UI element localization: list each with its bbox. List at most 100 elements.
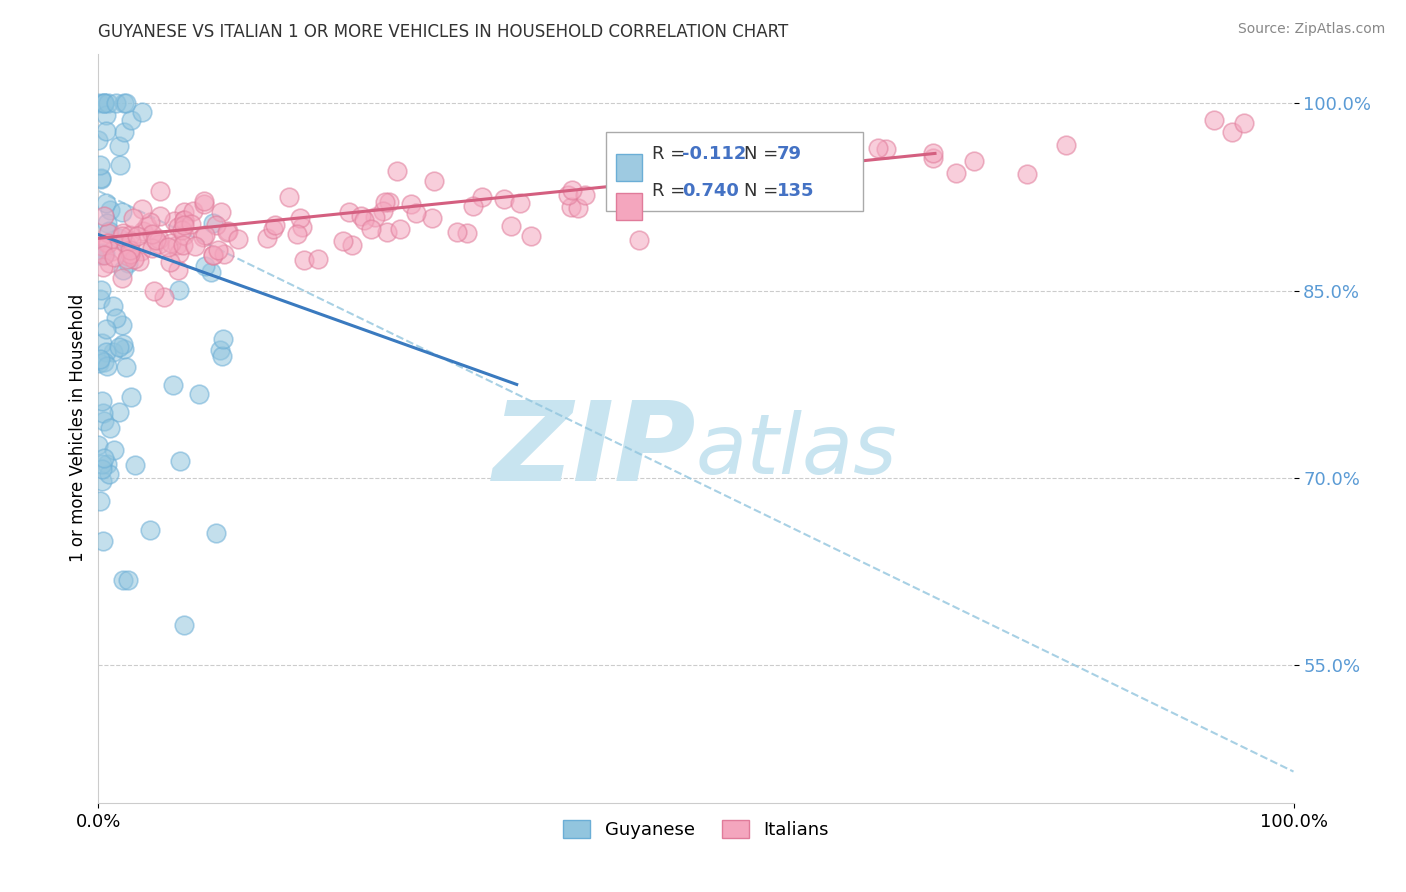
- Point: [173, 218, 195, 232]
- Point: [557, 187, 579, 202]
- Text: Source: ZipAtlas.com: Source: ZipAtlas.com: [1237, 22, 1385, 37]
- Text: 79: 79: [778, 145, 803, 163]
- Point: [389, 221, 412, 235]
- Point: [94, 246, 117, 260]
- Point: [108, 231, 131, 245]
- Point: [307, 252, 329, 266]
- Point: [921, 145, 943, 160]
- Point: [420, 211, 443, 225]
- Point: [166, 237, 188, 252]
- Point: [214, 247, 236, 261]
- Point: [87, 356, 110, 370]
- Point: [120, 234, 142, 248]
- Point: [122, 211, 145, 225]
- Point: [340, 237, 363, 252]
- Point: [115, 360, 138, 375]
- Point: [373, 204, 395, 219]
- Point: [173, 212, 195, 227]
- Point: [114, 96, 136, 111]
- Point: [191, 230, 214, 244]
- Point: [181, 204, 204, 219]
- Point: [172, 238, 194, 252]
- Point: [98, 224, 121, 238]
- Point: [93, 451, 115, 466]
- Point: [100, 421, 122, 435]
- Point: [115, 237, 138, 252]
- Point: [96, 345, 118, 359]
- Point: [111, 337, 134, 351]
- Point: [148, 232, 170, 246]
- Point: [494, 192, 516, 206]
- Point: [93, 209, 115, 223]
- Point: [110, 271, 132, 285]
- Point: [112, 226, 135, 240]
- Point: [868, 141, 890, 155]
- Point: [89, 351, 111, 366]
- Point: [167, 220, 190, 235]
- Text: atlas: atlas: [696, 410, 897, 491]
- Point: [153, 290, 176, 304]
- Point: [108, 138, 131, 153]
- Point: [148, 237, 170, 252]
- Point: [103, 250, 125, 264]
- Point: [172, 223, 194, 237]
- Point: [1204, 112, 1226, 127]
- Point: [499, 219, 522, 234]
- Point: [471, 190, 494, 204]
- Legend: Guyanese, Italians: Guyanese, Italians: [555, 813, 837, 847]
- Point: [93, 96, 115, 111]
- Point: [111, 205, 134, 219]
- Point: [87, 133, 110, 147]
- Point: [945, 165, 967, 179]
- Point: [87, 96, 110, 111]
- Point: [91, 533, 114, 548]
- Point: [782, 194, 804, 208]
- Point: [187, 387, 209, 401]
- Point: [141, 241, 163, 255]
- Point: [136, 219, 159, 233]
- Point: [166, 263, 188, 277]
- Point: [201, 248, 224, 262]
- Point: [159, 235, 181, 250]
- Point: [285, 227, 308, 241]
- Point: [104, 311, 127, 326]
- Point: [194, 260, 217, 274]
- Point: [350, 209, 373, 223]
- Point: [627, 233, 650, 247]
- Point: [699, 165, 721, 179]
- Text: GUYANESE VS ITALIAN 1 OR MORE VEHICLES IN HOUSEHOLD CORRELATION CHART: GUYANESE VS ITALIAN 1 OR MORE VEHICLES I…: [98, 23, 789, 41]
- Point: [94, 124, 117, 138]
- Point: [90, 457, 112, 471]
- Point: [90, 170, 112, 185]
- Point: [751, 145, 773, 160]
- Point: [157, 240, 180, 254]
- Point: [139, 523, 162, 537]
- Point: [456, 226, 478, 240]
- Point: [353, 213, 375, 227]
- Point: [423, 174, 446, 188]
- Point: [129, 244, 152, 258]
- Text: N =: N =: [744, 182, 783, 200]
- Point: [921, 151, 943, 165]
- Point: [120, 390, 142, 404]
- Point: [193, 194, 215, 208]
- Point: [574, 188, 596, 202]
- Point: [112, 96, 135, 111]
- Point: [159, 255, 181, 269]
- Point: [208, 343, 231, 358]
- Point: [94, 108, 117, 122]
- Text: -0.112: -0.112: [682, 145, 747, 163]
- Point: [97, 226, 120, 240]
- Point: [93, 248, 115, 262]
- Point: [145, 233, 167, 247]
- Point: [337, 204, 360, 219]
- Point: [98, 255, 121, 269]
- Point: [375, 225, 398, 239]
- Point: [101, 344, 124, 359]
- Point: [385, 164, 408, 178]
- Point: [117, 256, 139, 270]
- Point: [131, 105, 153, 120]
- Point: [770, 155, 793, 169]
- Point: [813, 163, 835, 178]
- Point: [93, 414, 115, 428]
